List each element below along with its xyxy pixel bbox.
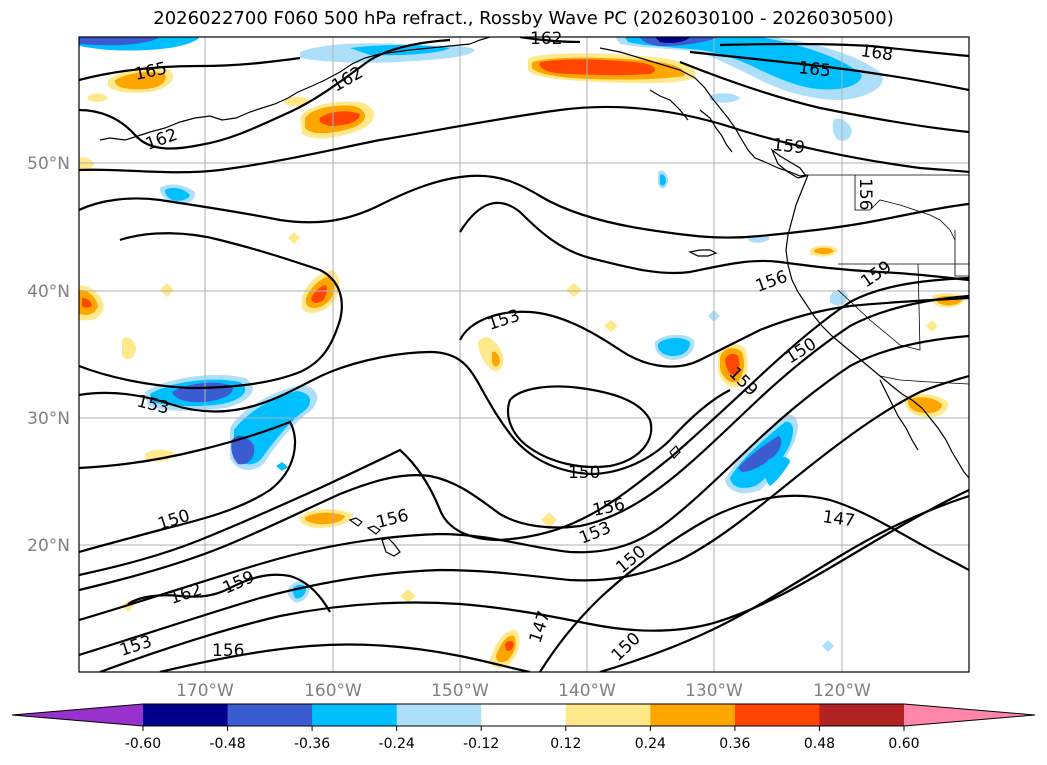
refractivity-contours — [79, 37, 969, 672]
latitude-labels: 50°N 40°N 30°N 20°N — [27, 154, 70, 556]
colorbar: -0.60 -0.48 -0.36 -0.24 -0.12 0.12 0.24 0.36 0.4… — [11, 703, 1036, 752]
political-borders — [808, 174, 969, 385]
lon-label: 160°W — [304, 681, 362, 701]
map-background — [79, 37, 969, 672]
colorbar-extend-high — [904, 704, 1035, 726]
contour-label: 150 — [568, 463, 600, 483]
colorbar-tick-label: 0.36 — [719, 736, 750, 752]
contour-label: 165 — [797, 58, 831, 81]
colorbar-tick-label: 0.24 — [635, 736, 666, 752]
lat-label: 40°N — [27, 282, 70, 302]
lon-label: 140°W — [558, 681, 616, 701]
colorbar-segment — [650, 704, 736, 726]
colorbar-tick-label: -0.36 — [294, 736, 330, 752]
colorbar-tick-label: -0.12 — [463, 736, 499, 752]
colorbar-segment — [396, 704, 482, 726]
longitude-labels: 170°W 160°W 150°W 140°W 130°W 120°W — [176, 681, 871, 701]
coastlines — [99, 37, 969, 557]
lat-label: 30°N — [27, 409, 70, 429]
lat-label: 50°N — [27, 154, 70, 174]
colorbar-segment — [565, 704, 651, 726]
chart-title: 2026022700 F060 500 hPa refract., Rossby… — [153, 8, 894, 29]
contour-label: 159 — [771, 135, 805, 158]
colorbar-tick-label: 0.48 — [804, 736, 835, 752]
colorbar-segment — [143, 704, 229, 726]
colorbar-tick-label: -0.48 — [209, 736, 245, 752]
contour-label: 156 — [855, 178, 875, 210]
colorbar-segment — [481, 704, 567, 726]
lon-label: 120°W — [813, 681, 871, 701]
contour-label: 156 — [212, 641, 244, 661]
anomaly-fill-patches — [79, 37, 966, 668]
contour-label: 162 — [530, 29, 562, 49]
lat-label: 20°N — [27, 536, 70, 556]
colorbar-segment — [734, 704, 820, 726]
contour-label: 147 — [821, 507, 856, 531]
lon-label: 130°W — [685, 681, 743, 701]
lon-label: 170°W — [176, 681, 234, 701]
lon-label: 150°W — [431, 681, 489, 701]
colorbar-tick-label: -0.24 — [379, 736, 415, 752]
colorbar-segment — [819, 704, 905, 726]
colorbar-segment — [227, 704, 313, 726]
colorbar-tick-label: -0.60 — [125, 736, 161, 752]
colorbar-tick-label: 0.12 — [550, 736, 581, 752]
map-frame — [78, 36, 970, 673]
colorbar-tick-label: 0.60 — [888, 736, 919, 752]
contour-label: 168 — [859, 41, 894, 65]
colorbar-segment — [312, 704, 398, 726]
colorbar-extend-low — [12, 704, 143, 726]
